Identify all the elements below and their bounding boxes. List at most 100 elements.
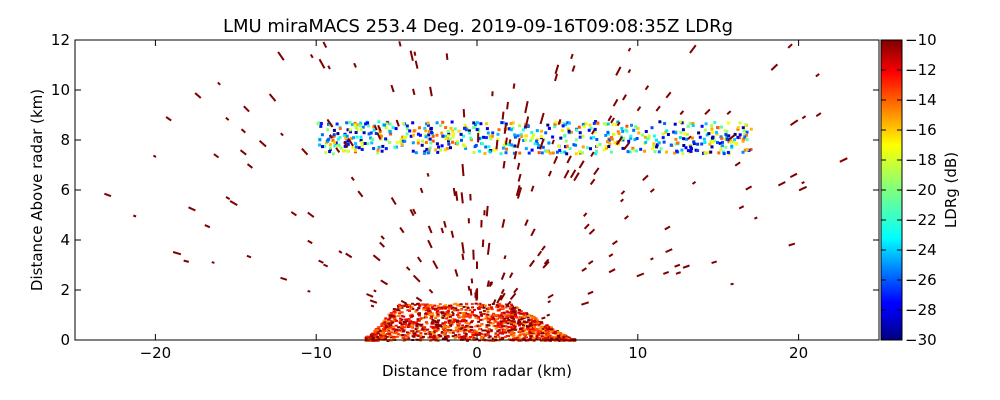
streak bbox=[246, 254, 252, 259]
cloud-cell bbox=[473, 125, 477, 129]
cloud-cell bbox=[555, 150, 559, 154]
cloud-cell bbox=[472, 151, 476, 154]
cloud-cell bbox=[389, 132, 393, 136]
streak bbox=[728, 134, 736, 140]
echo-cell bbox=[513, 325, 517, 328]
streak bbox=[547, 293, 554, 299]
echo-cell bbox=[487, 328, 491, 331]
echo-cell bbox=[464, 312, 468, 315]
echo-cell bbox=[449, 329, 453, 332]
cloud-cell bbox=[652, 142, 656, 146]
echo-cell bbox=[563, 334, 567, 337]
echo-cell bbox=[389, 327, 393, 330]
cloud-cell bbox=[689, 145, 693, 149]
streak bbox=[416, 322, 423, 327]
cloud-cell bbox=[562, 122, 566, 126]
echo-cell bbox=[483, 329, 487, 332]
echo-cell bbox=[449, 304, 453, 307]
echo-cell bbox=[466, 306, 470, 309]
cloud-cell bbox=[709, 140, 713, 144]
echo-cell bbox=[505, 315, 509, 318]
cloud-cell bbox=[326, 139, 330, 143]
streak bbox=[460, 192, 464, 204]
echo-cell bbox=[441, 331, 444, 334]
echo-cell bbox=[398, 317, 402, 320]
echo-cell bbox=[436, 327, 440, 330]
cloud-cell bbox=[566, 127, 570, 131]
cloud-cell bbox=[644, 130, 648, 133]
streak bbox=[307, 211, 315, 218]
echo-cell bbox=[402, 339, 406, 342]
echo-cell bbox=[505, 327, 509, 330]
echo-cell bbox=[512, 310, 515, 313]
cloud-cell bbox=[644, 140, 648, 144]
echo-cell bbox=[447, 321, 451, 324]
echo-cell bbox=[523, 322, 527, 325]
echo-cell bbox=[427, 309, 430, 311]
streak bbox=[513, 287, 519, 294]
echo-cell bbox=[445, 306, 449, 309]
echo-cell bbox=[425, 312, 429, 315]
x-tick-label: 20 bbox=[789, 344, 808, 362]
cloud-cell bbox=[481, 142, 484, 146]
cloud-cell bbox=[324, 141, 328, 145]
streak bbox=[280, 276, 288, 281]
cloud-cell bbox=[690, 147, 693, 151]
cloud-cell bbox=[704, 122, 708, 126]
cloud-cell bbox=[547, 141, 551, 145]
streak bbox=[509, 292, 517, 301]
streak bbox=[373, 125, 378, 131]
cloud-cell bbox=[429, 141, 433, 145]
echo-cell bbox=[538, 336, 542, 339]
echo-cell bbox=[376, 332, 380, 335]
cloud-cell bbox=[435, 142, 439, 146]
echo-cell bbox=[440, 306, 444, 309]
cloud-cell bbox=[372, 125, 376, 129]
echo-cell bbox=[463, 319, 466, 322]
cloud-cell bbox=[522, 139, 526, 142]
cloud-cell bbox=[616, 130, 620, 134]
cloud-cell bbox=[655, 143, 659, 147]
cloud-cell bbox=[459, 132, 463, 136]
echo-cell bbox=[514, 315, 518, 318]
echo-cell bbox=[384, 325, 388, 328]
cloud-cell bbox=[403, 139, 407, 143]
streak bbox=[569, 169, 577, 179]
cloud-cell bbox=[328, 123, 332, 127]
echo-cell bbox=[524, 336, 528, 339]
streak bbox=[622, 94, 627, 101]
echo-cell bbox=[443, 325, 447, 328]
streak bbox=[380, 279, 389, 286]
echo-cell bbox=[504, 325, 508, 328]
echo-cell bbox=[530, 333, 534, 336]
echo-cell bbox=[520, 317, 524, 320]
cloud-cell bbox=[657, 150, 661, 154]
streak bbox=[413, 51, 417, 56]
cloud-cell bbox=[593, 130, 597, 134]
echo-cell bbox=[480, 323, 484, 326]
echo-cell bbox=[493, 319, 497, 322]
cloud-cell bbox=[561, 124, 565, 128]
cloud-cell bbox=[346, 142, 350, 146]
streak bbox=[353, 62, 357, 68]
echo-cell bbox=[497, 309, 501, 312]
streak bbox=[627, 47, 632, 52]
streak bbox=[505, 300, 512, 307]
cloud-cell bbox=[559, 150, 563, 154]
cloud-cell bbox=[643, 135, 647, 139]
echo-cell bbox=[527, 319, 531, 321]
cloud-cell bbox=[731, 140, 735, 144]
echo-cell bbox=[511, 335, 515, 338]
streak bbox=[617, 137, 623, 144]
cloud-cell bbox=[647, 136, 651, 140]
echo-cell bbox=[461, 319, 464, 322]
streak bbox=[399, 226, 405, 234]
cloud-cell bbox=[350, 123, 354, 127]
echo-cell bbox=[494, 321, 498, 323]
echo-cell bbox=[531, 317, 535, 320]
cloud-cell bbox=[593, 127, 597, 131]
echo-cell bbox=[532, 319, 536, 322]
cloud-cell bbox=[431, 139, 435, 143]
cloud-cell bbox=[645, 137, 649, 141]
cloud-cell bbox=[505, 142, 509, 146]
